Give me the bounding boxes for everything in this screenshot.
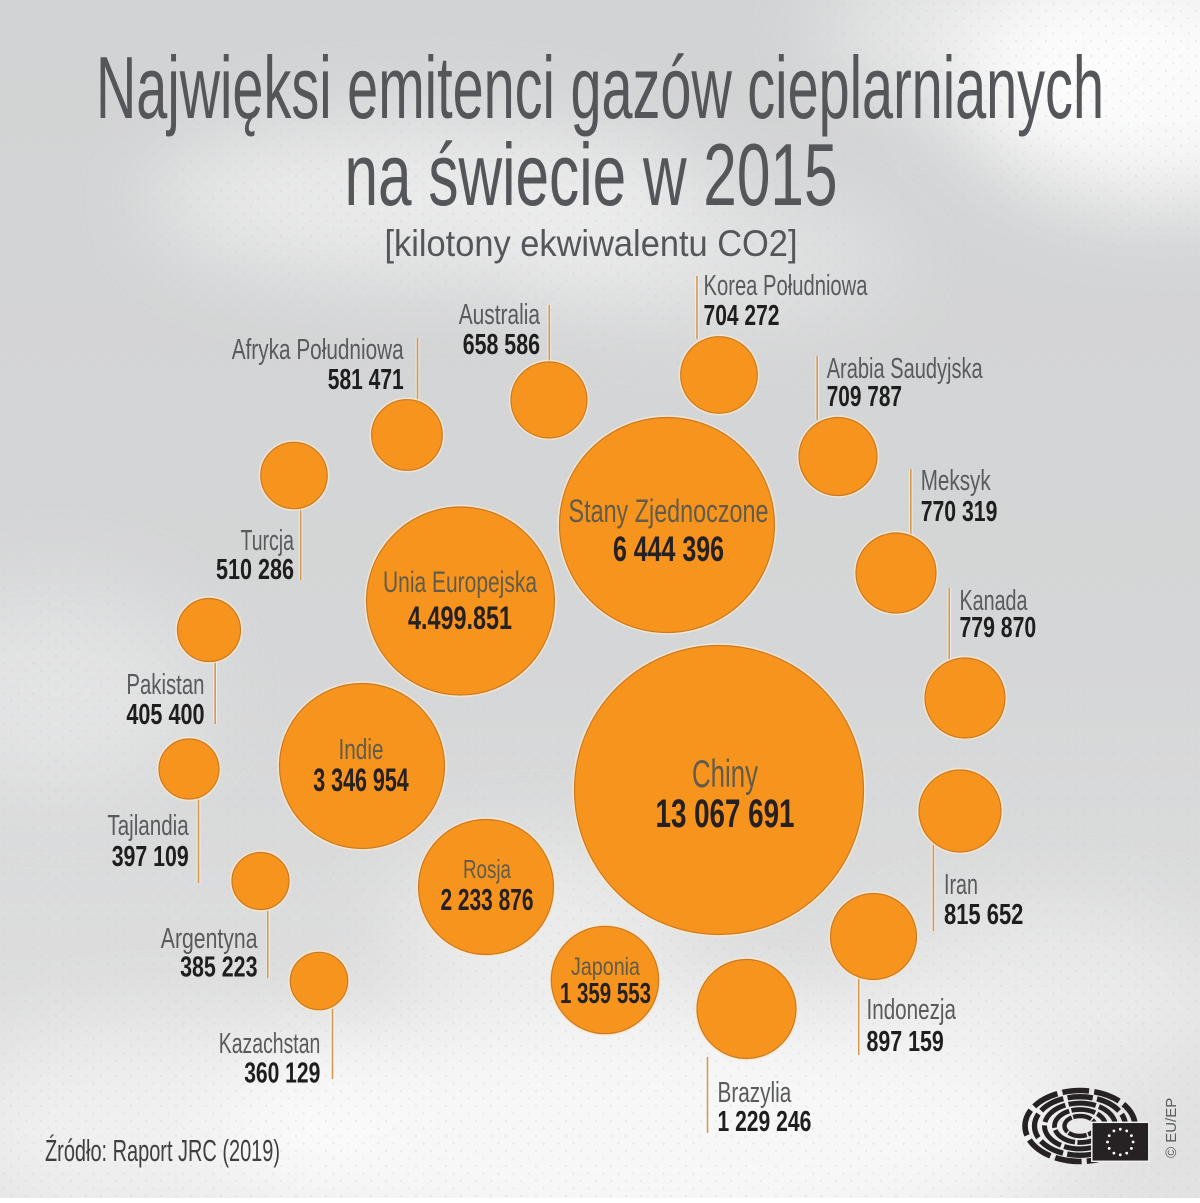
svg-text:Stany Zjednoczone: Stany Zjednoczone [569,493,769,529]
svg-text:© EU/EP: © EU/EP [1163,1098,1180,1158]
svg-text:Turcja: Turcja [241,525,295,557]
svg-text:4.499.851: 4.499.851 [408,600,512,636]
svg-text:581 471: 581 471 [328,364,404,396]
svg-text:Indie: Indie [339,734,384,766]
svg-text:Najwięksi emitenci gazów ciepl: Najwięksi emitenci gazów cieplarnianych [96,38,1104,137]
svg-text:770 319: 770 319 [921,496,998,528]
svg-text:[kilotony ekwiwalentu CO2]: [kilotony ekwiwalentu CO2] [385,223,798,264]
svg-text:510 286: 510 286 [216,554,294,586]
svg-text:897 159: 897 159 [867,1026,944,1058]
svg-text:Brazylia: Brazylia [718,1077,792,1109]
svg-text:385 223: 385 223 [180,952,257,984]
svg-text:na świecie w 2015: na świecie w 2015 [345,125,838,224]
svg-text:Unia Europejska: Unia Europejska [383,566,537,599]
svg-text:Kazachstan: Kazachstan [219,1028,321,1060]
svg-text:815 652: 815 652 [944,899,1023,931]
svg-text:Rosja: Rosja [463,854,511,884]
svg-text:1 229 246: 1 229 246 [718,1106,812,1138]
svg-text:Źródło: Raport JRC (2019): Źródło: Raport JRC (2019) [45,1133,280,1168]
svg-text:13 067 691: 13 067 691 [656,792,795,836]
svg-text:Chiny: Chiny [692,753,758,796]
svg-text:3 346 954: 3 346 954 [313,762,409,798]
svg-text:709 787: 709 787 [827,381,902,413]
svg-text:Pakistan: Pakistan [126,669,204,701]
svg-text:360 129: 360 129 [244,1058,320,1090]
svg-text:Indonezja: Indonezja [867,994,957,1026]
svg-text:1 359 553: 1 359 553 [560,978,651,1010]
svg-text:Kanada: Kanada [960,585,1029,617]
svg-text:405 400: 405 400 [126,699,204,731]
svg-text:6 444 396: 6 444 396 [613,530,724,569]
svg-text:Arabia Saudyjska: Arabia Saudyjska [827,353,984,385]
svg-text:704 272: 704 272 [704,300,780,332]
svg-text:397 109: 397 109 [112,841,189,873]
svg-text:Japonia: Japonia [571,953,640,981]
svg-text:Meksyk: Meksyk [921,465,991,497]
svg-text:2 233 876: 2 233 876 [441,883,534,917]
svg-text:658 586: 658 586 [463,329,540,361]
svg-text:779 870: 779 870 [960,612,1037,644]
svg-text:Iran: Iran [944,869,978,901]
svg-text:Argentyna: Argentyna [161,923,258,955]
svg-text:Tajlandia: Tajlandia [107,810,189,842]
svg-text:Afryka Południowa: Afryka Południowa [232,334,405,366]
svg-text:Australia: Australia [459,299,541,331]
svg-text:Korea Południowa: Korea Południowa [704,270,869,302]
